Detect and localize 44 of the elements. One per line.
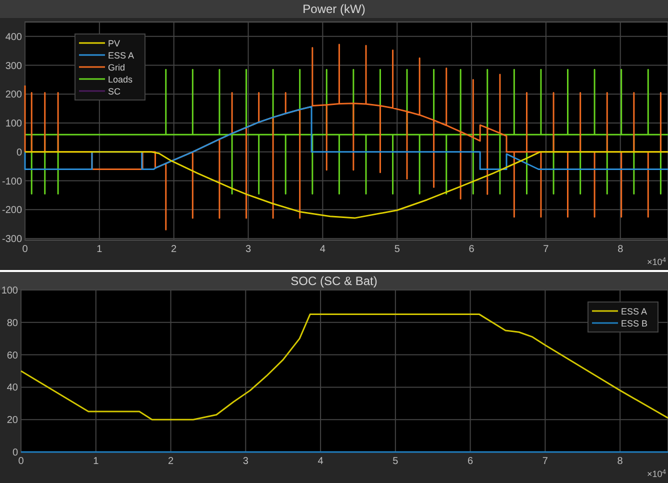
x-tick-label: 7 — [543, 244, 550, 255]
y-tick-label: -100 — [2, 176, 22, 188]
x-tick-label: 4 — [320, 244, 326, 255]
y-tick-label: 100 — [5, 118, 22, 130]
x-tick-label: 2 — [168, 456, 174, 467]
legend-label: ESS A — [108, 50, 134, 60]
x-tick-label: 2 — [171, 244, 178, 255]
text: ×10$^{4}$ — [646, 468, 666, 479]
legend-label: ESS A — [621, 306, 648, 316]
y-tick-label: -300 — [2, 234, 22, 246]
y-tick-label: 100 — [1, 286, 18, 296]
y-tick-label: 80 — [6, 318, 18, 329]
line-series — [24, 151, 668, 219]
x-tick-label: 4 — [318, 456, 324, 467]
text: ×10$^{4}$ — [646, 256, 666, 267]
legend-label: SC — [108, 86, 122, 96]
x-tick-label: 8 — [617, 456, 624, 467]
x-tick-label: 7 — [542, 456, 548, 467]
x-tick-label: 3 — [242, 456, 249, 467]
x-tick-label: 5 — [392, 456, 399, 467]
x-tick-label: 8 — [618, 244, 624, 255]
y-tick-label: 300 — [5, 60, 22, 72]
y-tick-label: 200 — [5, 90, 22, 101]
y-tick-label: 0 — [12, 448, 18, 458]
x-tick-label: 6 — [468, 456, 474, 467]
x-tick-label: 1 — [96, 244, 103, 255]
legend-label: Loads — [108, 74, 134, 84]
y-tick-label: 60 — [6, 350, 18, 362]
line-series — [24, 106, 668, 170]
legend-label: PV — [108, 38, 120, 48]
x-tick-label: 6 — [468, 244, 475, 255]
line-series — [20, 314, 668, 420]
y-tick-label: 400 — [5, 32, 22, 43]
chart-title: SOC (SC & Bat) — [290, 274, 378, 288]
y-tick-label: 20 — [6, 415, 18, 426]
y-tick-label: 40 — [6, 382, 18, 394]
legend-label: Grid — [108, 62, 126, 72]
x-tick-label: 5 — [394, 244, 400, 255]
y-tick-label: 0 — [16, 147, 22, 158]
y-tick-label: -200 — [2, 205, 22, 216]
chart-title: Power (kW) — [302, 2, 366, 16]
legend-label: ESS B — [621, 318, 648, 328]
x-tick-label: 3 — [245, 244, 252, 255]
x-tick-label: 1 — [93, 456, 100, 467]
